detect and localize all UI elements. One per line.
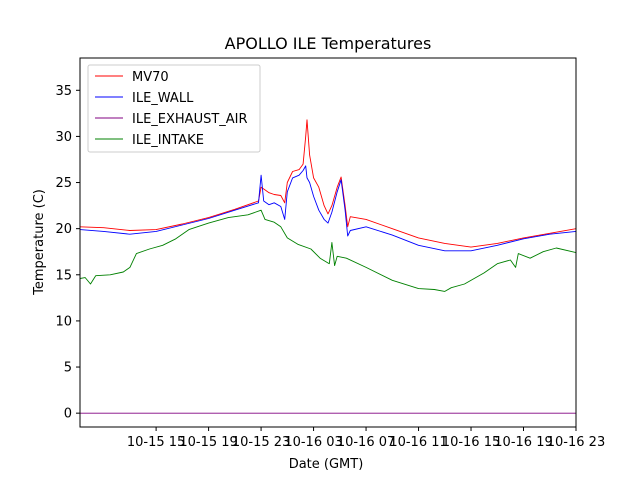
legend-label: ILE_WALL [132, 91, 194, 106]
x-tick-label: 10-15 19 [179, 435, 237, 450]
y-tick-label: 0 [64, 407, 72, 422]
x-tick-label: 10-15 23 [232, 435, 290, 450]
x-tick-label: 10-16 19 [494, 435, 552, 450]
series-line-ile-wall [80, 165, 576, 252]
legend-label: MV70 [132, 70, 169, 85]
x-axis-label: Date (GMT) [289, 457, 364, 472]
x-tick-label: 10-16 07 [337, 435, 395, 450]
series-line-mv70 [80, 119, 576, 248]
legend-label: ILE_EXHAUST_AIR [132, 112, 248, 127]
y-tick-label: 20 [55, 222, 72, 237]
chart-title: APOLLO ILE Temperatures [225, 34, 432, 53]
y-tick-label: 35 [55, 84, 72, 99]
y-axis: 0 5 10 15 20 25 30 35 [55, 84, 80, 422]
x-tick-label: 10-16 15 [442, 435, 500, 450]
series-line-ile-intake [80, 209, 576, 292]
x-tick-label: 10-16 23 [547, 435, 605, 450]
y-tick-label: 30 [55, 130, 72, 145]
x-tick-label: 10-16 03 [284, 435, 342, 450]
y-tick-label: 5 [64, 361, 72, 376]
x-tick-label: 10-16 11 [389, 435, 447, 450]
legend-label: ILE_INTAKE [132, 133, 204, 148]
legend-box [87, 64, 261, 153]
legend: MV70 ILE_WALL ILE_EXHAUST_AIR ILE_INTAKE [87, 64, 261, 153]
plot-frame [79, 57, 577, 428]
y-tick-label: 15 [55, 268, 72, 283]
y-axis-label: Temperature (C) [32, 189, 47, 296]
y-tick-label: 10 [55, 314, 72, 329]
series-layer [80, 119, 576, 414]
x-tick-label: 10-15 15 [127, 435, 185, 450]
y-tick-label: 25 [55, 176, 72, 191]
